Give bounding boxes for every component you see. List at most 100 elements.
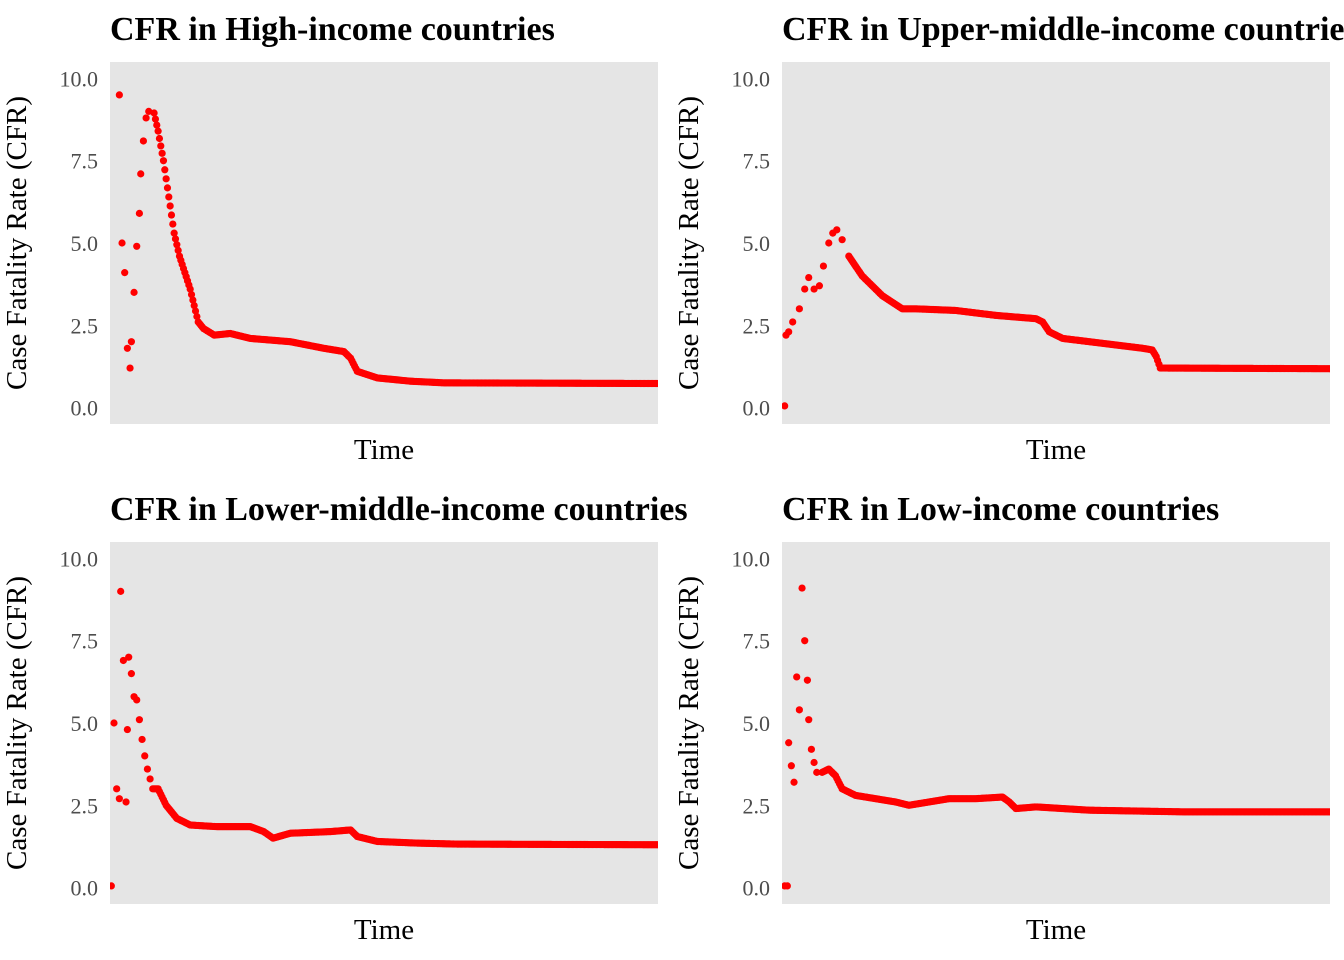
y-tick-label: 5.0: [71, 231, 99, 256]
data-point: [173, 241, 181, 249]
data-point: [157, 142, 165, 150]
data-point: [125, 653, 133, 661]
data-points: [110, 587, 658, 890]
data-point: [810, 285, 818, 293]
data-point: [123, 725, 131, 734]
panel-title: CFR in Low-income countries: [782, 491, 1219, 528]
data-point: [139, 137, 148, 145]
data-point: [133, 242, 141, 250]
x-axis-title: Time: [354, 434, 414, 466]
y-axis-title: Case Fatality Rate (CFR): [673, 576, 705, 870]
y-tick-label: 5.0: [743, 231, 771, 256]
data-point: [170, 229, 178, 237]
data-point: [123, 344, 131, 352]
panel-title: CFR in Lower-middle-income countries: [110, 491, 688, 528]
data-point: [141, 752, 149, 760]
data-point: [167, 211, 176, 219]
data-points: [115, 91, 658, 388]
data-point: [151, 115, 160, 123]
data-point: [166, 202, 174, 210]
data-point: [798, 584, 806, 592]
data-point: [119, 656, 127, 665]
data-point: [110, 719, 118, 727]
data-point: [654, 841, 658, 849]
data-point: [115, 91, 123, 99]
plot-background: [782, 62, 1330, 424]
y-tick-label: 2.5: [71, 313, 99, 338]
y-tick-label: 2.5: [743, 313, 771, 338]
data-point: [810, 758, 818, 767]
data-point: [154, 127, 162, 135]
y-tick-label: 7.5: [743, 149, 771, 174]
data-point: [783, 882, 791, 890]
y-tick-label: 2.5: [743, 793, 771, 818]
data-point: [186, 285, 194, 293]
data-point: [126, 364, 134, 372]
panel-title: CFR in Upper-middle-income countries: [782, 11, 1344, 48]
y-tick-label: 10.0: [60, 546, 99, 571]
data-point: [815, 282, 824, 290]
data-point: [138, 735, 146, 744]
y-tick-label: 10.0: [60, 66, 99, 91]
data-point: [162, 175, 170, 183]
data-point: [143, 765, 152, 773]
data-point: [803, 676, 812, 684]
data-points: [782, 584, 1330, 890]
data-point: [163, 184, 172, 192]
data-point: [110, 882, 115, 890]
y-tick-label: 5.0: [71, 711, 99, 736]
data-point: [807, 745, 816, 753]
plot-background: [110, 62, 658, 424]
data-point: [161, 166, 169, 174]
y-tick-label: 7.5: [71, 149, 99, 174]
data-point: [819, 262, 828, 270]
data-point: [133, 696, 141, 704]
y-tick-label: 7.5: [743, 629, 771, 654]
data-point: [121, 269, 129, 277]
data-point: [825, 239, 833, 247]
data-point: [801, 285, 809, 293]
data-point: [190, 301, 198, 310]
y-tick-label: 5.0: [743, 711, 771, 736]
data-point: [189, 296, 197, 304]
panel-upper-middle-income: CFR in Upper-middle-income countries 0.0 2…: [673, 11, 1344, 466]
y-tick-label: 10.0: [732, 546, 771, 571]
data-point: [795, 706, 803, 714]
data-point: [146, 775, 154, 783]
plot-background: [782, 542, 1330, 904]
x-axis-title: Time: [354, 914, 414, 946]
data-point: [787, 762, 795, 770]
data-point: [137, 170, 145, 178]
data-point: [171, 235, 180, 243]
data-point: [193, 312, 201, 321]
data-point: [782, 402, 789, 410]
data-point: [785, 739, 793, 747]
y-axis-title: Case Fatality Rate (CFR): [673, 96, 705, 390]
data-points: [782, 226, 1330, 410]
data-point: [115, 795, 123, 803]
data-point: [187, 290, 196, 299]
data-point: [127, 670, 135, 678]
data-point: [158, 149, 166, 157]
data-point: [785, 328, 793, 336]
data-point: [838, 236, 846, 244]
data-point: [833, 226, 841, 234]
data-point: [805, 716, 813, 724]
data-point: [795, 305, 803, 313]
panel-high-income: CFR in High-income countries 0.0 2.5 5.0 7.5…: [1, 11, 658, 466]
y-tick-label: 0.0: [743, 876, 771, 901]
data-point: [789, 318, 797, 326]
data-point: [1326, 808, 1330, 816]
y-tick-label: 2.5: [71, 793, 99, 818]
plot-background: [110, 542, 658, 904]
panel-low-income: CFR in Low-income countries 0.0 2.5 5.0 7.5 1…: [673, 491, 1330, 946]
data-point: [155, 134, 164, 143]
data-point: [793, 673, 801, 681]
data-point: [153, 121, 161, 129]
panel-title: CFR in High-income countries: [110, 11, 555, 48]
data-point: [174, 246, 182, 254]
data-point: [801, 637, 809, 645]
y-axis-title: Case Fatality Rate (CFR): [1, 96, 33, 390]
x-axis-title: Time: [1026, 434, 1086, 466]
